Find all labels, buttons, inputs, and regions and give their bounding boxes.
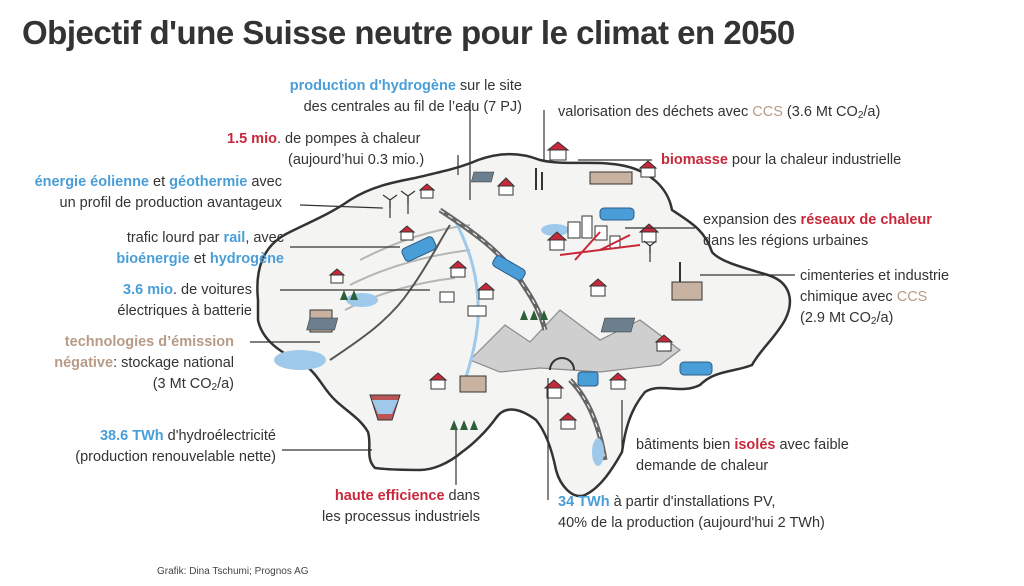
highlight-hydrogen-rail: hydrogène — [209, 251, 284, 267]
label-insulated-buildings: bâtiments bien isolés avec faible demand… — [636, 435, 849, 477]
lake-zurich — [541, 224, 569, 236]
hydro-water — [372, 400, 398, 414]
label-heat-networks: expansion des réseaux de chaleur dans le… — [703, 210, 932, 252]
text-heatnet-1: expansion des — [703, 212, 801, 228]
label-hydroelectricity: 38.6 TWh d'hydroélectricité (production … — [75, 426, 276, 468]
text-negative-2: (3 Mt CO — [152, 376, 212, 392]
highlight-negative-1: technologies d’émission — [64, 334, 234, 350]
highlight-insulated: isolés — [734, 437, 776, 453]
text-biomass-1: pour la chaleur industrielle — [727, 152, 902, 168]
text-insulated-2: avec faible — [775, 437, 849, 453]
label-biomass: biomasse pour la chaleur industrielle — [661, 150, 901, 171]
road-south-mark — [569, 379, 606, 461]
text-waste-1: valorisation des déchets avec — [558, 104, 753, 120]
text-cement-3: (2.9 Mt CO — [800, 310, 871, 326]
label-heat-pumps: 1.5 mio. de pompes à chaleur (aujourd’hu… — [227, 129, 424, 171]
lake-geneva — [274, 350, 326, 370]
train-rail — [401, 207, 713, 387]
text-cement-sub: 2 — [870, 316, 877, 327]
highlight-biomass: biomasse — [661, 152, 728, 168]
pv-panels — [306, 171, 636, 333]
label-wind-geothermal: énergie éolienne et géothermie avec un p… — [35, 172, 282, 214]
highlight-waste-ccs: CCS — [752, 104, 783, 120]
text-hydrogen-2: des centrales au fil de l’eau (7 PJ) — [303, 99, 522, 115]
lake-maggiore — [592, 438, 604, 466]
text-efficiency-1: dans — [444, 488, 480, 504]
label-photovoltaics: 34 TWh à partir d'installations PV, 40% … — [558, 492, 825, 534]
text-ev-1: . de voitures — [173, 282, 252, 298]
highlight-cement-ccs: CCS — [896, 289, 928, 305]
text-heatpumps-1: . de pompes à chaleur — [276, 131, 421, 147]
highlight-hydrogen: production d'hydrogène — [289, 78, 456, 94]
text-pv-2: 40% de la production (aujourd'hui 2 TWh) — [558, 515, 825, 531]
text-heatnet-2: dans les régions urbaines — [703, 233, 869, 249]
text-rail-3: et — [189, 251, 210, 267]
text-heatpumps-2: (aujourd’hui 0.3 mio.) — [288, 152, 425, 168]
text-waste-3: /a) — [863, 104, 881, 120]
text-hydro-2: (production renouvelable nette) — [75, 449, 276, 465]
highlight-hydro: 38.6 TWh — [99, 428, 164, 444]
label-industrial-efficiency: haute efficience dans les processus indu… — [322, 486, 480, 528]
label-hydrogen-production: production d'hydrogène sur le site des c… — [290, 76, 522, 118]
text-efficiency-2: les processus industriels — [322, 509, 480, 525]
text-pv-1: à partir d'installations PV, — [609, 494, 776, 510]
text-hydro-1: d'hydroélectricité — [163, 428, 276, 444]
text-cement-2: chimique avec — [800, 289, 897, 305]
highlight-heatpumps: 1.5 mio — [227, 131, 277, 147]
highlight-bioenergy: bioénergie — [116, 251, 190, 267]
alps-mountains — [468, 309, 681, 373]
highlight-wind: énergie éolienne — [34, 174, 149, 190]
chimneys — [535, 168, 681, 282]
text-negative-sub: 2 — [211, 382, 218, 393]
text-ev-2: électriques à batterie — [117, 303, 252, 319]
highlight-heatnet: réseaux de chaleur — [800, 212, 932, 228]
heat-network-pipes — [559, 231, 641, 261]
label-cement-chemical: cimenteries et industrie chimique avec C… — [800, 266, 949, 332]
text-cement-4: /a) — [876, 310, 894, 326]
text-rail-1: trafic lourd par — [126, 230, 224, 246]
label-negative-emissions: technologies d’émission négative: stocka… — [54, 332, 234, 398]
wind-turbines — [382, 190, 657, 262]
text-wind-2: avec — [247, 174, 282, 190]
text-waste-sub: 2 — [857, 110, 864, 121]
text-rail-2: , avec — [245, 230, 284, 246]
text-negative-3: /a) — [217, 376, 234, 392]
text-hydrogen-1: sur le site — [455, 78, 522, 94]
highlight-rail: rail — [223, 230, 246, 246]
text-negative-1: : stockage national — [113, 355, 234, 371]
trees — [340, 290, 548, 430]
leader-lines — [250, 100, 795, 500]
text-wind-1: et — [149, 174, 170, 190]
label-electric-cars: 3.6 mio. de voitures électriques à batte… — [117, 280, 252, 322]
text-wind-3: un profil de production avantageux — [59, 195, 283, 211]
label-waste-ccs: valorisation des déchets avec CCS (3.6 M… — [558, 102, 880, 126]
page-title: Objectif d'une Suisse neutre pour le cli… — [22, 14, 795, 51]
text-cement-1: cimenteries et industrie — [800, 268, 950, 284]
text-waste-2: (3.6 Mt CO — [782, 104, 858, 120]
highlight-negative-2: négative — [54, 355, 114, 371]
source-credit: Grafik: Dina Tschumi; Prognos AG — [157, 566, 309, 577]
highlight-ev: 3.6 mio — [123, 282, 173, 298]
highlight-efficiency: haute efficience — [334, 488, 445, 504]
highlight-pv: 34 TWh — [558, 494, 610, 510]
tunnel — [549, 357, 575, 371]
text-insulated-3: demande de chaleur — [636, 458, 769, 474]
label-rail-freight: trafic lourd par rail, avec bioénergie e… — [116, 228, 284, 270]
highlight-geothermal: géothermie — [169, 174, 248, 190]
text-insulated-1: bâtiments bien — [636, 437, 735, 453]
